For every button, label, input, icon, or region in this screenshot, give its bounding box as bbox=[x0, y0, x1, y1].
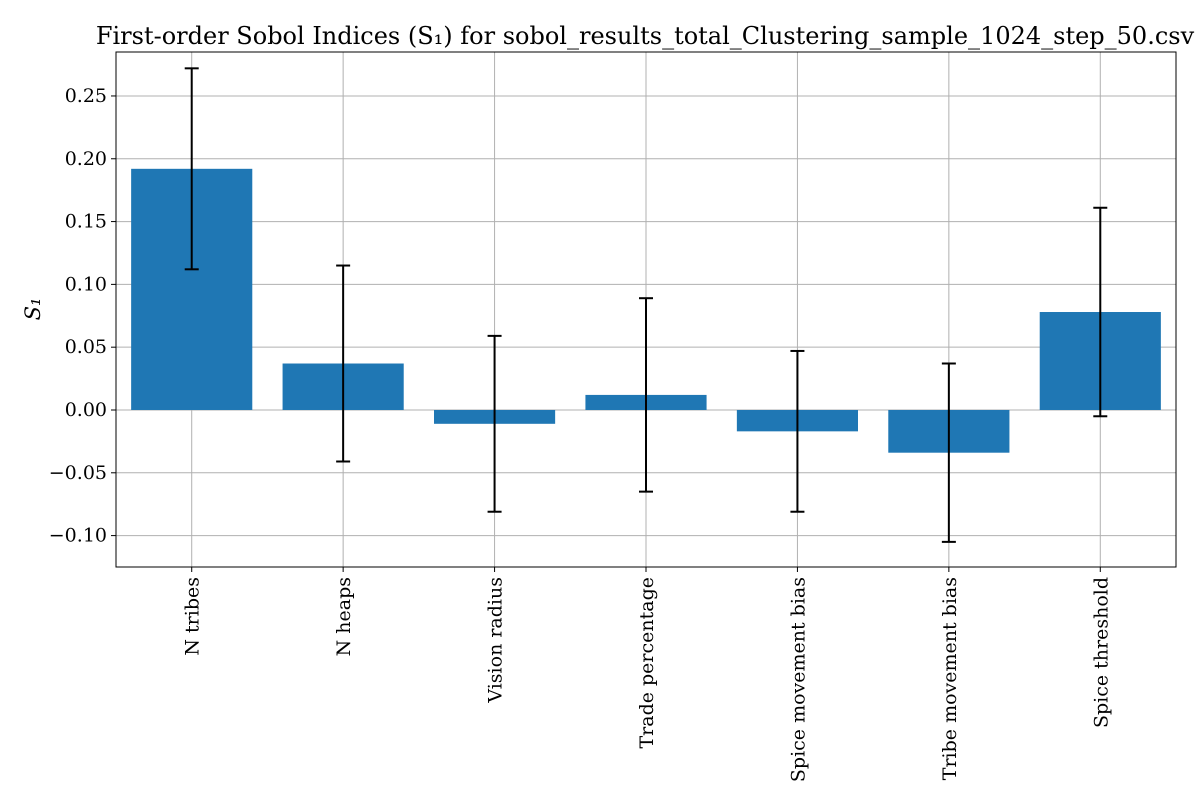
error-bar bbox=[639, 297, 653, 493]
y-tick-label: 0.00 bbox=[65, 399, 107, 421]
axes-border bbox=[115, 51, 1177, 568]
x-tick-label: Tribe movement bias bbox=[939, 577, 961, 780]
chart-title: First-order Sobol Indices (S₁) for sobol… bbox=[96, 22, 1195, 50]
x-tick-label: Trade percentage bbox=[636, 577, 658, 749]
x-tick-label: N heaps bbox=[333, 577, 355, 656]
x-tick-label: N tribes bbox=[182, 577, 204, 656]
error-bar bbox=[487, 334, 502, 513]
y-axis-label: S₁ bbox=[21, 298, 45, 321]
y-tick-label: 0.15 bbox=[65, 211, 107, 233]
error-bar bbox=[184, 67, 199, 271]
y-tick-label: 0.05 bbox=[65, 336, 107, 358]
y-tick-label: −0.10 bbox=[49, 525, 107, 547]
y-tick-label: 0.25 bbox=[65, 85, 107, 107]
x-tick-labels: N tribes N heaps Vision radius Trade percen… bbox=[182, 577, 1113, 782]
error-bar bbox=[336, 264, 351, 463]
error-bar bbox=[790, 349, 805, 513]
axes-frame bbox=[111, 51, 1177, 572]
y-tick-labels: −0.10 −0.05 0.00 0.05 0.10 0.15 0.20 0.25 bbox=[49, 85, 107, 547]
x-tick-label: Vision radius bbox=[485, 577, 507, 704]
error-bar bbox=[1093, 206, 1108, 418]
y-tick-label: −0.05 bbox=[49, 462, 107, 484]
y-tick-label: 0.20 bbox=[65, 148, 107, 170]
error-bar bbox=[941, 362, 956, 543]
y-tick-label: 0.10 bbox=[65, 273, 107, 295]
x-tick-label: Spice threshold bbox=[1090, 577, 1112, 728]
x-tick-label: Spice movement bias bbox=[787, 577, 809, 782]
error-bars bbox=[184, 67, 1108, 543]
